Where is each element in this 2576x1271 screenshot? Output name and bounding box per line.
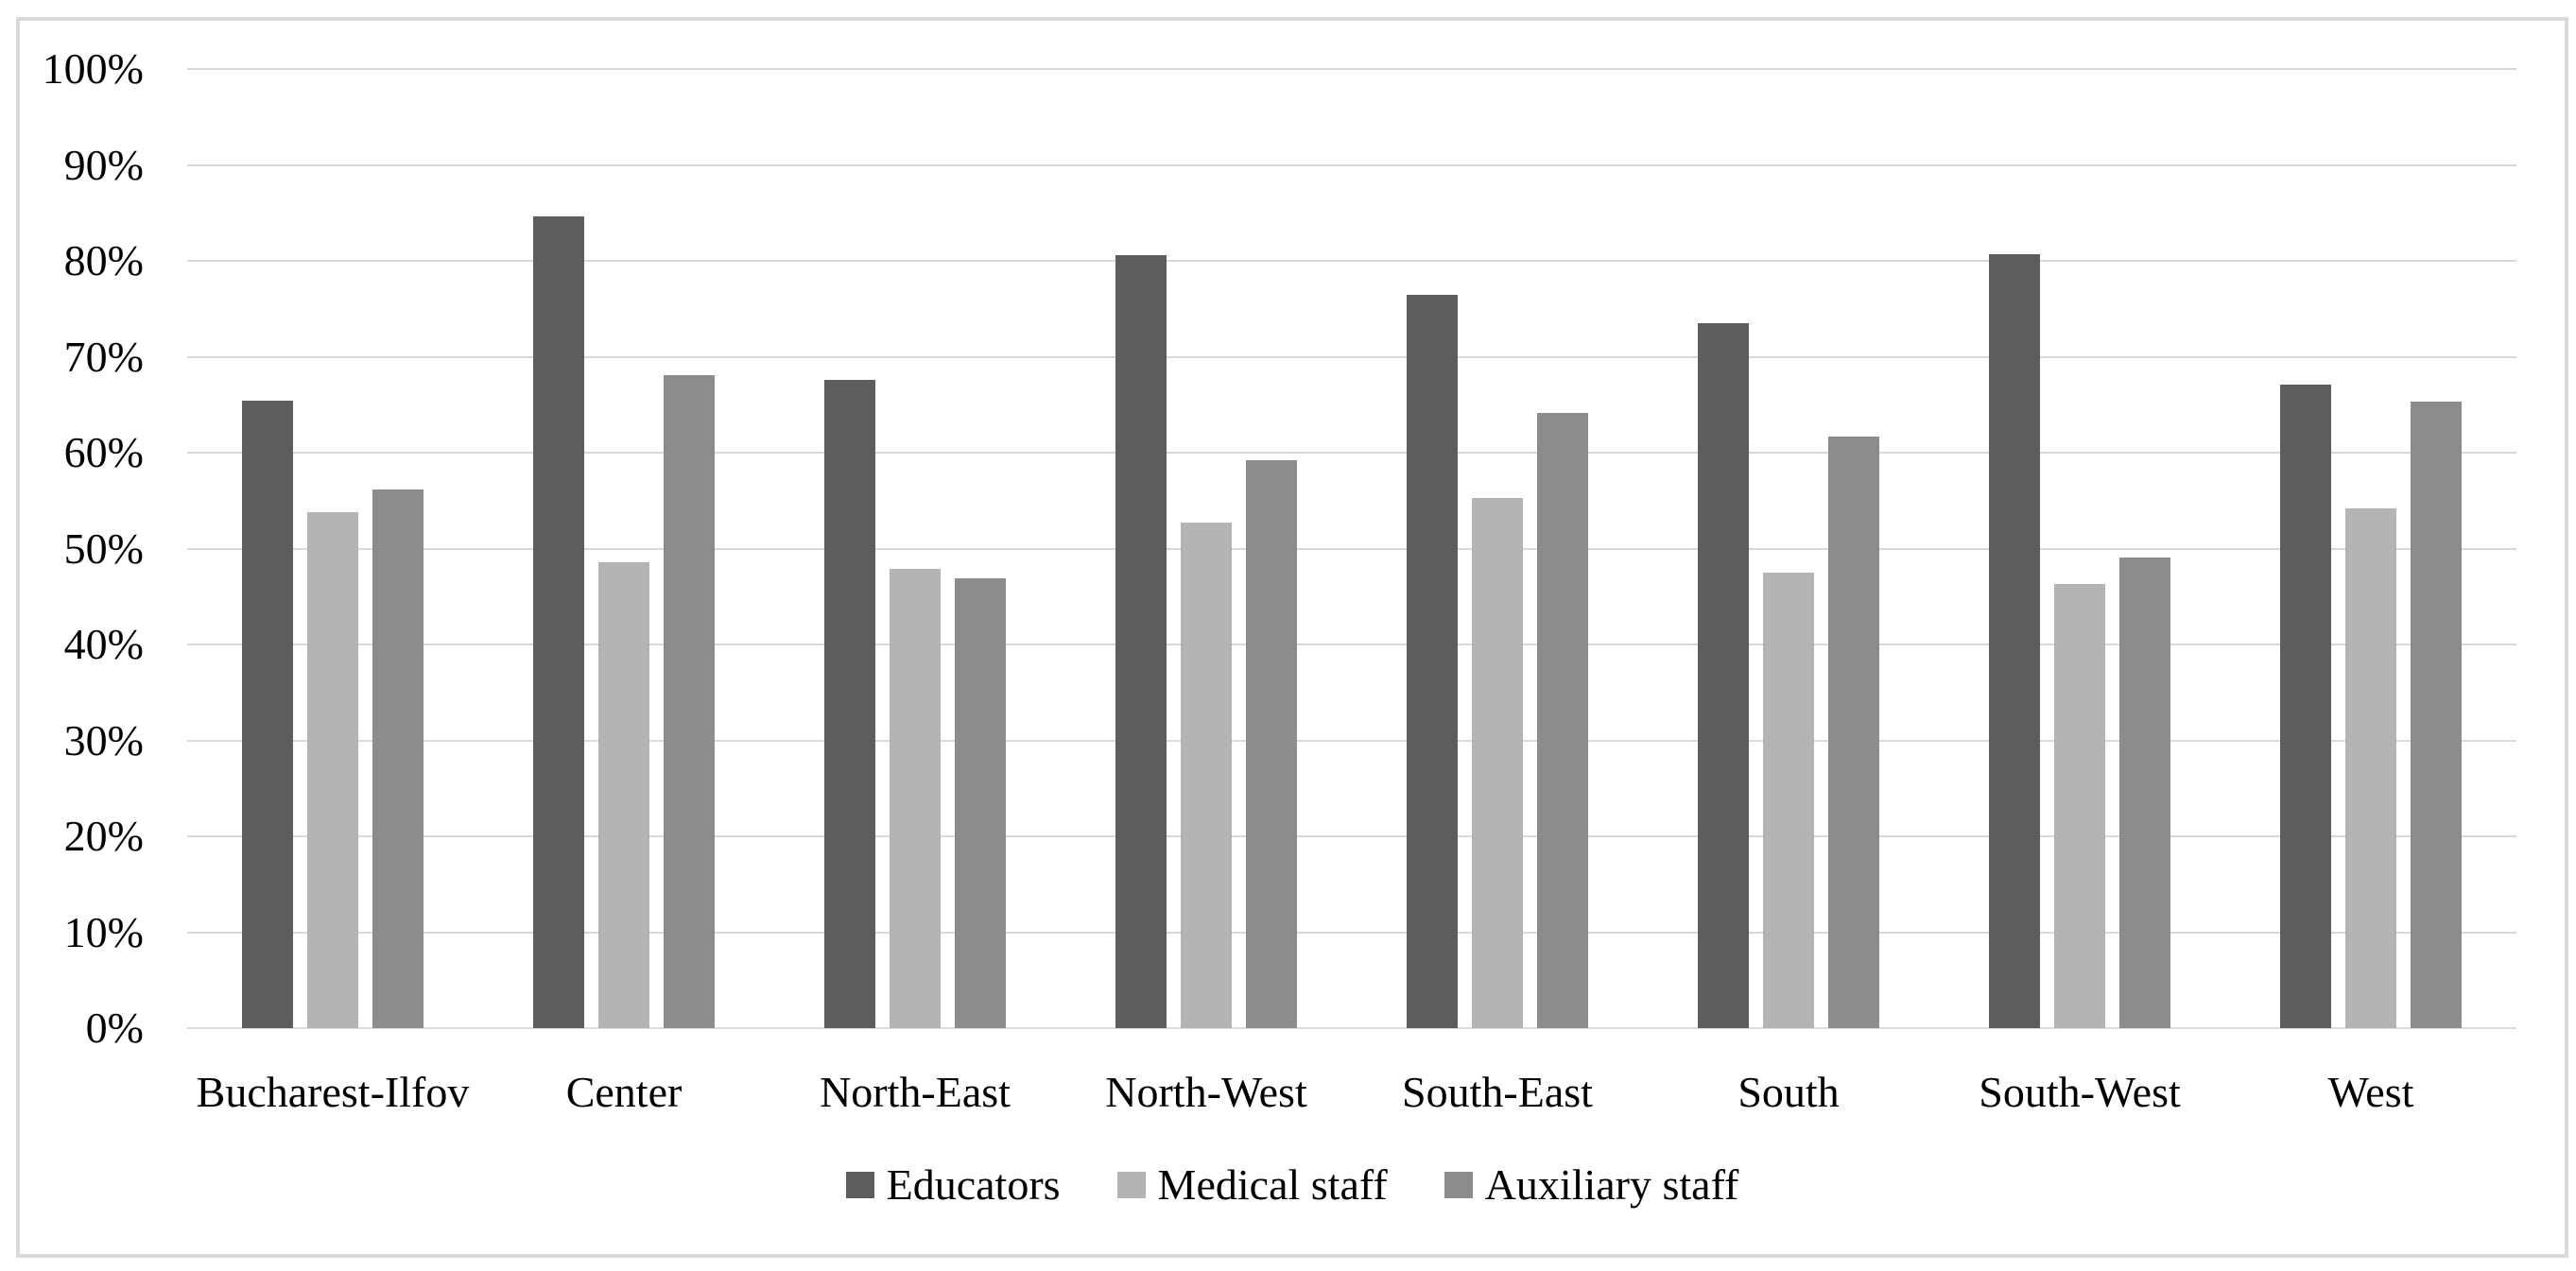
legend-item-medical-staff: Medical staff bbox=[1116, 1160, 1388, 1209]
gridline-70% bbox=[187, 355, 2516, 358]
gridline-40% bbox=[187, 644, 2516, 645]
gridline-30% bbox=[187, 739, 2516, 742]
gridline-90% bbox=[187, 163, 2516, 166]
y-tick-label: 50% bbox=[63, 524, 144, 573]
x-category-label: South-East bbox=[1402, 1068, 1593, 1116]
bar-educators-west bbox=[2280, 384, 2331, 1028]
bar-educators-south-east bbox=[1407, 294, 1458, 1028]
y-tick-label: 20% bbox=[63, 812, 144, 860]
legend-item-auxiliary-staff: Auxiliary staff bbox=[1444, 1160, 1739, 1209]
bar-auxiliary-staff-north-west bbox=[1246, 460, 1297, 1028]
y-tick-label: 90% bbox=[63, 140, 144, 189]
bar-educators-south-west bbox=[1989, 253, 2040, 1028]
legend-swatch-icon bbox=[1116, 1172, 1146, 1198]
gridline-20% bbox=[187, 835, 2516, 837]
bar-medical-staff-south-west bbox=[2054, 584, 2105, 1028]
x-category-label: Center bbox=[565, 1068, 683, 1116]
gridline-0% bbox=[187, 1027, 2516, 1029]
y-tick-label: 0% bbox=[85, 1004, 144, 1052]
y-tick-label: 100% bbox=[42, 44, 144, 93]
bar-auxiliary-staff-center bbox=[664, 374, 715, 1028]
bar-medical-staff-north-west bbox=[1181, 523, 1232, 1028]
x-category-label: West bbox=[2327, 1068, 2414, 1116]
bar-auxiliary-staff-bucharest-ilfov bbox=[372, 489, 424, 1028]
y-tick-label: 10% bbox=[63, 907, 144, 956]
y-tick-label: 70% bbox=[63, 332, 144, 381]
x-category-label: Bucharest-Ilfov bbox=[196, 1068, 470, 1116]
x-category-label: South-West bbox=[1979, 1068, 2181, 1116]
bar-auxiliary-staff-west bbox=[2411, 402, 2462, 1028]
bar-auxiliary-staff-south bbox=[1828, 436, 1879, 1028]
x-category-label: South bbox=[1738, 1068, 1840, 1116]
legend-label: Auxiliary staff bbox=[1484, 1160, 1739, 1209]
y-tick-label: 80% bbox=[63, 236, 144, 284]
gridline-60% bbox=[187, 452, 2516, 454]
gridline-10% bbox=[187, 931, 2516, 934]
legend-item-educators: Educators bbox=[845, 1160, 1061, 1209]
y-tick-label: 60% bbox=[63, 428, 144, 476]
legend-label: Educators bbox=[886, 1160, 1061, 1209]
gridline-100% bbox=[187, 68, 2516, 70]
x-category-label: North-West bbox=[1105, 1068, 1307, 1116]
bar-educators-center bbox=[533, 216, 584, 1028]
bar-auxiliary-staff-south-west bbox=[2119, 557, 2170, 1028]
bar-medical-staff-north-east bbox=[890, 568, 941, 1028]
y-tick-label: 30% bbox=[63, 715, 144, 764]
legend-label: Medical staff bbox=[1157, 1160, 1388, 1209]
bar-auxiliary-staff-south-east bbox=[1537, 413, 1588, 1028]
legend-swatch-icon bbox=[1444, 1172, 1473, 1198]
legend: Educators Medical staff Auxiliary staff bbox=[16, 1159, 2568, 1211]
bar-educators-north-east bbox=[824, 379, 875, 1028]
gridline-80% bbox=[187, 260, 2516, 262]
x-category-label: North-East bbox=[820, 1068, 1011, 1116]
y-tick-label: 40% bbox=[63, 620, 144, 668]
legend-swatch-icon bbox=[845, 1172, 874, 1198]
bar-medical-staff-south-east bbox=[1472, 497, 1523, 1028]
bar-medical-staff-center bbox=[598, 561, 649, 1028]
bar-medical-staff-west bbox=[2345, 507, 2396, 1028]
bar-educators-south bbox=[1698, 322, 1749, 1028]
bar-educators-bucharest-ilfov bbox=[242, 401, 293, 1028]
bar-medical-staff-south bbox=[1763, 572, 1814, 1028]
bar-auxiliary-staff-north-east bbox=[955, 577, 1006, 1028]
bar-medical-staff-bucharest-ilfov bbox=[307, 511, 358, 1028]
gridline-50% bbox=[187, 547, 2516, 550]
bar-educators-north-west bbox=[1115, 254, 1167, 1028]
